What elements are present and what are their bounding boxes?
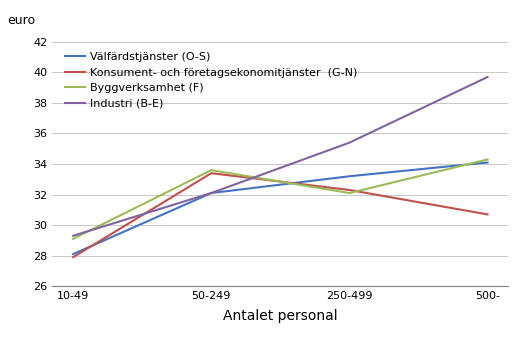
Line: Välfärdstjänster (O-S): Välfärdstjänster (O-S) <box>73 163 487 254</box>
Industri (B-E) <box>346 141 353 145</box>
Industri (B-E) <box>70 234 77 238</box>
Välfärdstjänster (O-S) <box>70 252 77 256</box>
Välfärdstjänster (O-S) <box>208 191 214 195</box>
Konsument- och företagsekonomitjänster  (G-N) <box>208 171 214 175</box>
Line: Konsument- och företagsekonomitjänster  (G-N): Konsument- och företagsekonomitjänster (… <box>73 173 487 257</box>
Konsument- och företagsekonomitjänster  (G-N) <box>346 188 353 192</box>
Byggverksamhet (F) <box>208 168 214 172</box>
Välfärdstjänster (O-S) <box>346 174 353 178</box>
X-axis label: Antalet personal: Antalet personal <box>223 309 337 324</box>
Legend: Välfärdstjänster (O-S), Konsument- och företagsekonomitjänster  (G-N), Byggverks: Välfärdstjänster (O-S), Konsument- och f… <box>62 50 360 111</box>
Byggverksamhet (F) <box>484 157 490 162</box>
Konsument- och företagsekonomitjänster  (G-N) <box>70 255 77 259</box>
Text: euro: euro <box>7 14 35 27</box>
Byggverksamhet (F) <box>70 237 77 241</box>
Välfärdstjänster (O-S) <box>484 161 490 165</box>
Line: Byggverksamhet (F): Byggverksamhet (F) <box>73 159 487 239</box>
Industri (B-E) <box>484 75 490 79</box>
Line: Industri (B-E): Industri (B-E) <box>73 77 487 236</box>
Konsument- och företagsekonomitjänster  (G-N) <box>484 212 490 216</box>
Industri (B-E) <box>208 191 214 195</box>
Byggverksamhet (F) <box>346 191 353 195</box>
